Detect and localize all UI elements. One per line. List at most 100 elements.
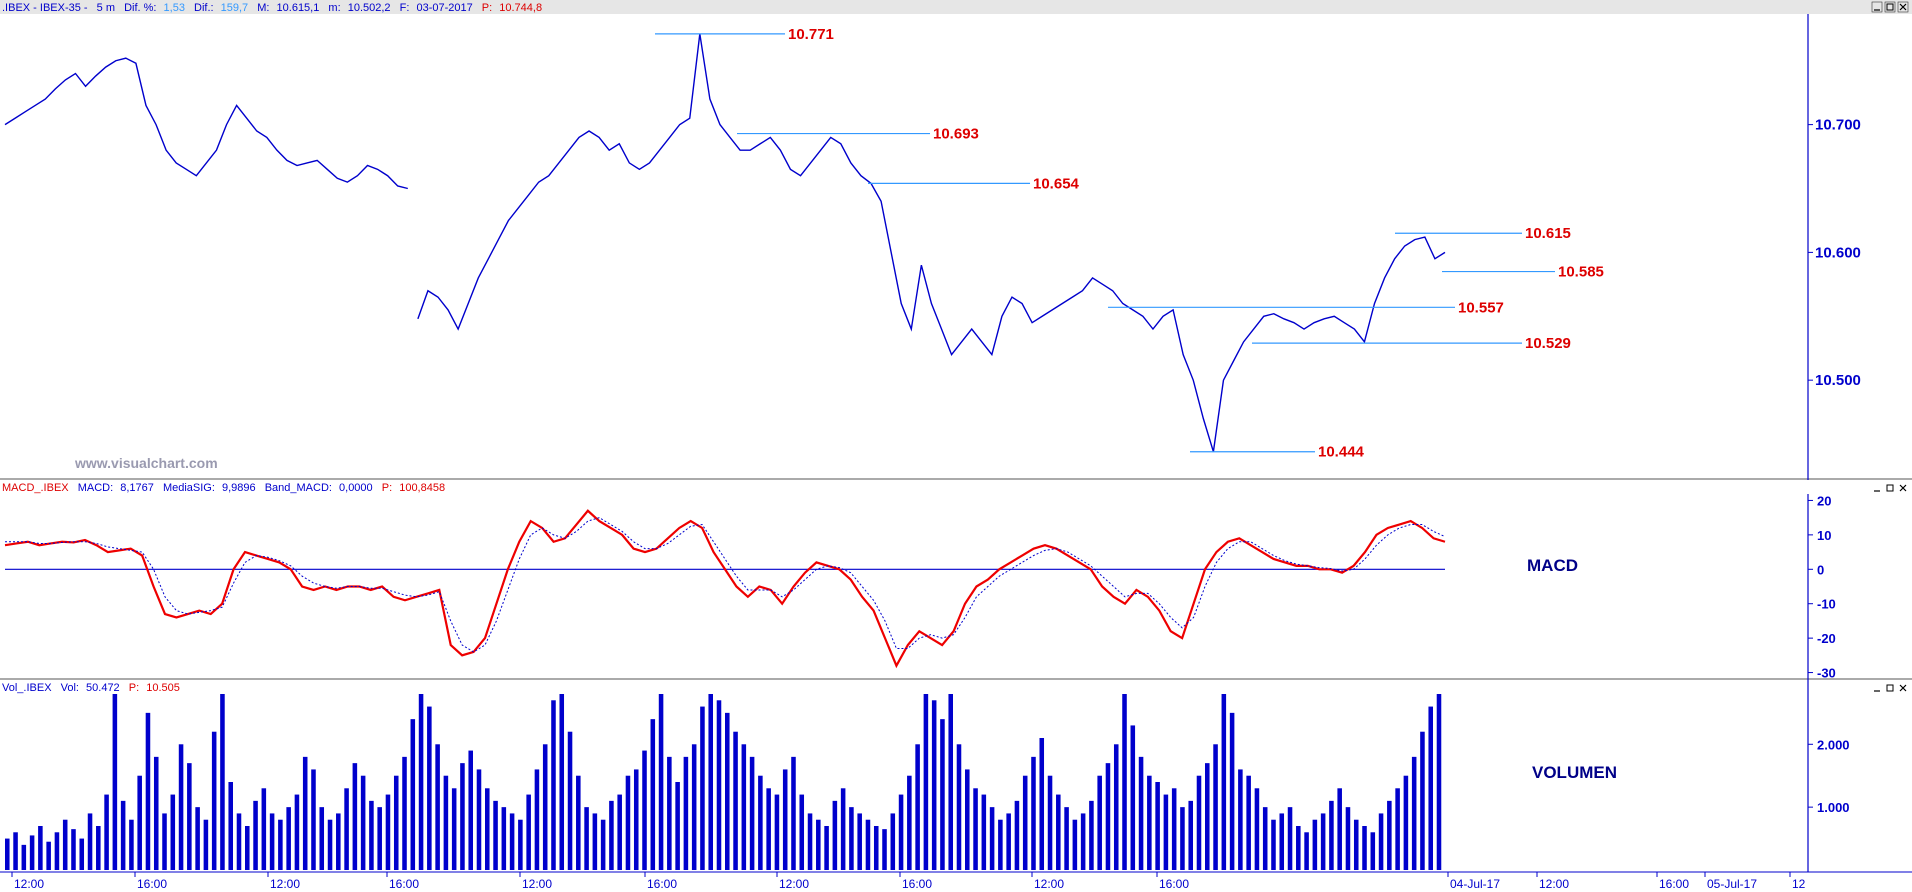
level-label: 10.693 — [933, 126, 979, 143]
level-label: 10.771 — [788, 26, 834, 43]
volume-bar — [1420, 731, 1425, 870]
volume-bar — [509, 813, 515, 870]
volume-bar — [410, 719, 416, 870]
maximize-button[interactable] — [1884, 1, 1896, 13]
volume-bar — [278, 819, 283, 870]
volume-bar — [915, 744, 920, 870]
volume-bar — [38, 826, 43, 870]
volume-bar — [849, 807, 854, 870]
volume-bar — [62, 819, 68, 870]
volume-bar — [1395, 788, 1400, 870]
x-tick-label: 12:00 — [1539, 877, 1569, 891]
macd-pane-label: MACD — [1527, 556, 1578, 575]
volume-bar — [87, 813, 93, 870]
volume-bar — [1428, 706, 1433, 870]
volume-bar — [460, 763, 465, 870]
volume-bar — [873, 826, 879, 870]
min-label: m: — [328, 2, 340, 14]
volume-bar — [435, 744, 440, 870]
volume-bar — [21, 844, 27, 870]
volume-bar — [1056, 794, 1061, 870]
volume-bar — [336, 813, 341, 870]
level-label: 10.615 — [1525, 225, 1571, 242]
volume-bar — [973, 788, 978, 870]
dif-label: Dif.: — [194, 2, 214, 14]
volume-bar — [542, 744, 548, 870]
volume-bar — [518, 819, 523, 870]
macd-p-value: 100,8458 — [399, 482, 445, 494]
volume-bar — [1329, 800, 1334, 870]
macd-pane: 20 10 0 -10 -20 -30 — [4, 493, 1836, 681]
volume-bar — [1337, 788, 1342, 870]
level-label: 10.557 — [1458, 299, 1504, 316]
dif-pct-value: 1,53 — [164, 2, 185, 14]
minimize-button[interactable] — [1871, 1, 1883, 13]
volume-bar — [1353, 819, 1359, 870]
volume-bar — [1047, 775, 1053, 870]
volume-bar — [104, 794, 109, 870]
volume-bar — [137, 775, 142, 870]
volume-bar — [385, 794, 391, 870]
volume-bar — [733, 731, 738, 870]
volume-bar — [1221, 694, 1227, 870]
macd-value: 8,1767 — [120, 482, 154, 494]
volume-bar — [1229, 712, 1235, 870]
volume-bar — [633, 769, 639, 870]
volume-bar — [1039, 738, 1045, 870]
volume-bar — [269, 813, 275, 870]
volume-bar — [1006, 813, 1011, 870]
macd-window-controls — [1874, 484, 1907, 492]
maximize-button[interactable] — [1886, 684, 1894, 692]
volume-bar — [931, 700, 937, 870]
volume-bar — [112, 694, 118, 870]
volume-bar — [840, 788, 846, 870]
x-tick-label: 12:00 — [14, 877, 44, 891]
volume-bar — [211, 731, 217, 870]
vol-p-value: 10.505 — [146, 682, 180, 694]
date-value: 03-07-2017 — [416, 2, 472, 14]
x-tick-label: 05-Jul-17 — [1707, 877, 1757, 891]
max-value: 10.615,1 — [277, 2, 320, 14]
volume-bar — [1387, 800, 1392, 870]
price-header: .IBEX - IBEX-35 - 5 m Dif. %: 1,53 Dif.:… — [2, 2, 542, 14]
volume-bar — [369, 800, 374, 870]
volume-bar — [956, 744, 962, 870]
volume-bar — [1031, 756, 1036, 870]
volume-bar — [658, 694, 664, 870]
volume-bar — [1304, 832, 1309, 870]
volume-bar — [1163, 794, 1169, 870]
volume-bar — [162, 813, 167, 870]
x-tick-label: 12:00 — [779, 877, 809, 891]
volume-pane: 2.000 1.000 — [5, 694, 1850, 870]
close-button[interactable] — [1897, 1, 1909, 13]
volume-bar — [451, 788, 457, 870]
volume-bar — [965, 769, 970, 870]
macd-label: MACD: — [78, 482, 113, 494]
volume-bar — [625, 775, 631, 870]
volume-bar — [857, 813, 862, 870]
vol-value: 50.472 — [86, 682, 120, 694]
volume-bar — [1022, 775, 1028, 870]
volume-bar — [71, 829, 76, 870]
volume-bar — [1080, 813, 1086, 870]
volume-bar — [1138, 756, 1144, 870]
volume-bar — [402, 756, 407, 870]
volume-bar — [261, 788, 267, 870]
watermark: www.visualchart.com — [74, 455, 218, 471]
volume-bar — [1155, 782, 1160, 870]
close-button[interactable] — [1899, 484, 1907, 492]
max-label: M: — [257, 2, 269, 14]
level-label: 10.585 — [1558, 264, 1604, 281]
p-label: P: — [482, 2, 492, 14]
volume-bar — [245, 826, 250, 870]
volume-bar — [29, 835, 35, 870]
close-button[interactable] — [1899, 684, 1907, 692]
maximize-button[interactable] — [1886, 484, 1894, 492]
volume-bar — [998, 819, 1003, 870]
volume-bar — [1271, 819, 1276, 870]
volume-bar — [1254, 788, 1260, 870]
volume-bar — [145, 712, 151, 870]
y-tick-label: 10.700 — [1815, 117, 1861, 134]
volume-bar — [816, 819, 821, 870]
volume-bar — [79, 838, 85, 870]
